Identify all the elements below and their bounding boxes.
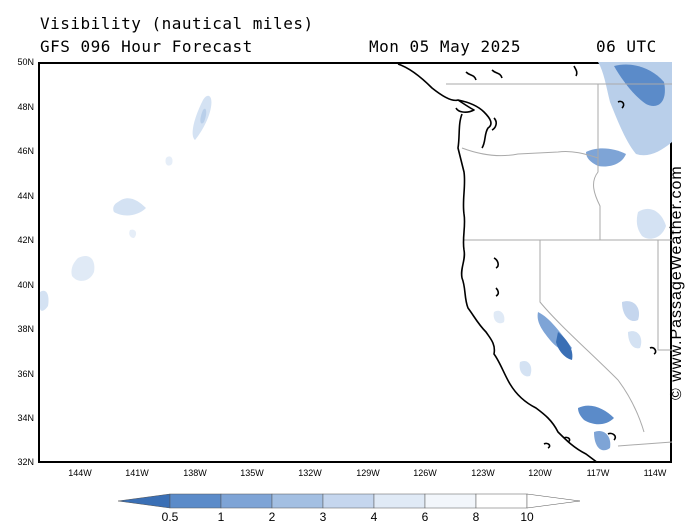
scale-label: 0.5 bbox=[161, 510, 179, 524]
scale-label: 10 bbox=[520, 510, 534, 524]
lat-label: 34N bbox=[17, 413, 34, 423]
scale-label: 8 bbox=[472, 510, 480, 524]
scale-segment bbox=[322, 493, 375, 509]
lat-label: 50N bbox=[17, 57, 34, 67]
lon-label: 126W bbox=[413, 468, 437, 478]
scale-segment bbox=[373, 493, 426, 509]
chart-title: Visibility (nautical miles) bbox=[40, 14, 314, 33]
map-frame bbox=[38, 62, 672, 463]
forecast-subtitle: GFS 096 Hour Forecast bbox=[40, 37, 253, 56]
visibility-shading bbox=[40, 62, 672, 451]
lat-label: 42N bbox=[17, 235, 34, 245]
scale-label: 2 bbox=[268, 510, 276, 524]
lon-label: 120W bbox=[528, 468, 552, 478]
coastline bbox=[397, 63, 657, 463]
lon-label: 135W bbox=[240, 468, 264, 478]
lon-label: 129W bbox=[356, 468, 380, 478]
scale-segment bbox=[271, 493, 324, 509]
lat-label: 48N bbox=[17, 102, 34, 112]
lat-label: 44N bbox=[17, 191, 34, 201]
scale-arrow-right bbox=[526, 493, 581, 509]
lat-label: 40N bbox=[17, 280, 34, 290]
color-scale bbox=[118, 493, 581, 509]
lon-label: 132W bbox=[298, 468, 322, 478]
lon-label: 117W bbox=[586, 468, 610, 478]
scale-segment bbox=[220, 493, 273, 509]
scale-label: 4 bbox=[370, 510, 378, 524]
scale-label: 6 bbox=[421, 510, 429, 524]
scale-segment bbox=[169, 493, 222, 509]
lon-label: 114W bbox=[643, 468, 667, 478]
scale-arrow-left bbox=[118, 493, 171, 509]
lon-label: 123W bbox=[471, 468, 495, 478]
lon-label: 141W bbox=[125, 468, 149, 478]
lat-label: 32N bbox=[17, 457, 34, 467]
lat-label: 36N bbox=[17, 369, 34, 379]
map-canvas bbox=[40, 62, 672, 463]
political-borders bbox=[446, 83, 672, 447]
watermark: © www.PassageWeather.com bbox=[668, 165, 685, 400]
scale-label: 1 bbox=[217, 510, 225, 524]
lat-label: 46N bbox=[17, 146, 34, 156]
forecast-time: 06 UTC bbox=[596, 37, 657, 56]
scale-label: 3 bbox=[319, 510, 327, 524]
scale-segment bbox=[475, 493, 528, 509]
lon-label: 138W bbox=[183, 468, 207, 478]
scale-segment bbox=[424, 493, 477, 509]
lat-label: 38N bbox=[17, 324, 34, 334]
forecast-date: Mon 05 May 2025 bbox=[369, 37, 521, 56]
lon-label: 144W bbox=[68, 468, 92, 478]
